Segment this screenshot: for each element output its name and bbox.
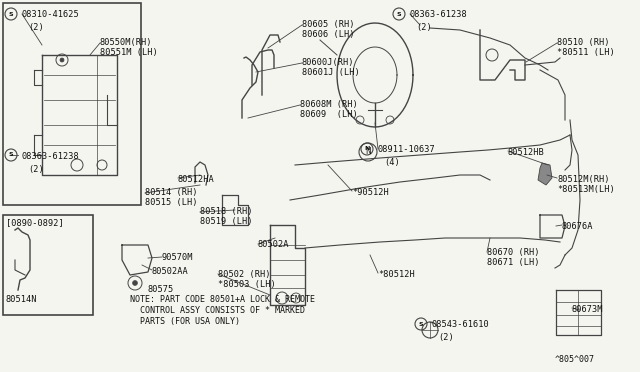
Text: *80503 (LH): *80503 (LH) [218, 280, 276, 289]
Text: 80502A: 80502A [258, 240, 289, 249]
Text: 80502AA: 80502AA [152, 267, 189, 276]
Text: 80502 (RH): 80502 (RH) [218, 270, 271, 279]
Text: 80605 (RH): 80605 (RH) [302, 20, 355, 29]
Text: 80551M (LH): 80551M (LH) [100, 48, 157, 57]
Text: 08363-61238: 08363-61238 [409, 10, 467, 19]
Text: PARTS (FOR USA ONLY): PARTS (FOR USA ONLY) [130, 317, 240, 326]
Text: 80515 (LH): 80515 (LH) [145, 198, 198, 207]
Text: 80671 (LH): 80671 (LH) [487, 258, 540, 267]
Text: 80673M: 80673M [572, 305, 604, 314]
Text: (4): (4) [384, 158, 400, 167]
Bar [3, 3, 141, 205]
Text: 08543-61610: 08543-61610 [431, 320, 489, 329]
Text: NOTE: PART CODE 80501+A LOCK & REMOTE: NOTE: PART CODE 80501+A LOCK & REMOTE [130, 295, 315, 304]
Text: S: S [9, 153, 13, 157]
Text: 80514N: 80514N [6, 295, 38, 304]
Text: *80512H: *80512H [378, 270, 415, 279]
Text: 80608M (RH): 80608M (RH) [300, 100, 358, 109]
Text: (2): (2) [28, 165, 44, 174]
Text: 80512HA: 80512HA [178, 175, 215, 184]
Text: CONTROL ASSY CONSISTS OF * MARKED: CONTROL ASSY CONSISTS OF * MARKED [130, 306, 305, 315]
Text: 80575: 80575 [148, 285, 174, 294]
Polygon shape [538, 163, 552, 185]
Text: 80606 (LH): 80606 (LH) [302, 30, 355, 39]
Text: 80512M(RH): 80512M(RH) [557, 175, 609, 184]
Text: 80514 (RH): 80514 (RH) [145, 188, 198, 197]
Bar [3, 215, 93, 315]
Text: 08911-10637: 08911-10637 [377, 145, 435, 154]
Text: *80511 (LH): *80511 (LH) [557, 48, 615, 57]
Text: 80670 (RH): 80670 (RH) [487, 248, 540, 257]
Text: *80513M(LH): *80513M(LH) [557, 185, 615, 194]
Text: 80518 (RH): 80518 (RH) [200, 207, 253, 216]
Text: 90570M: 90570M [162, 253, 193, 262]
Text: (2): (2) [416, 23, 432, 32]
Text: (2): (2) [28, 23, 44, 32]
Text: 80609  (LH): 80609 (LH) [300, 110, 358, 119]
Text: *90512H: *90512H [352, 188, 388, 197]
Text: 08363-61238: 08363-61238 [21, 152, 79, 161]
Text: (2): (2) [438, 333, 454, 342]
Text: 80550M(RH): 80550M(RH) [100, 38, 152, 47]
Circle shape [60, 58, 64, 62]
Text: 08310-41625: 08310-41625 [21, 10, 79, 19]
Text: 80600J(RH): 80600J(RH) [302, 58, 355, 67]
Text: [0890-0892]: [0890-0892] [6, 218, 64, 227]
Text: S: S [419, 321, 423, 327]
Text: S: S [9, 12, 13, 16]
Text: N: N [364, 147, 370, 151]
Circle shape [132, 280, 138, 285]
Text: 80601J (LH): 80601J (LH) [302, 68, 360, 77]
Text: 80512HB: 80512HB [508, 148, 545, 157]
Text: 80510 (RH): 80510 (RH) [557, 38, 609, 47]
Text: ^805^007: ^805^007 [555, 355, 595, 364]
Text: N: N [365, 148, 371, 157]
Text: 80519 (LH): 80519 (LH) [200, 217, 253, 226]
Text: S: S [397, 12, 401, 16]
Text: 80676A: 80676A [562, 222, 593, 231]
